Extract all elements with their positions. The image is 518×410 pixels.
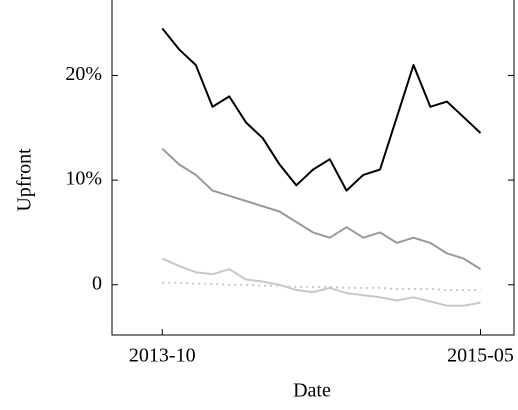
x-axis-label: Date: [293, 380, 331, 402]
series-line: [161, 27, 482, 192]
x-tick-label: 2013-10: [129, 345, 196, 367]
x-tick-label: 2015-05: [447, 345, 514, 367]
series-line: [161, 257, 481, 307]
series-line: [162, 281, 481, 291]
plot-frame: [111, 0, 515, 336]
y-tick-label: 10%: [65, 168, 102, 190]
y-tick-label: 0: [92, 272, 102, 294]
y-axis-label: Upfront: [14, 148, 36, 212]
series-line: [161, 147, 482, 270]
y-tick-label: 20%: [65, 63, 102, 85]
